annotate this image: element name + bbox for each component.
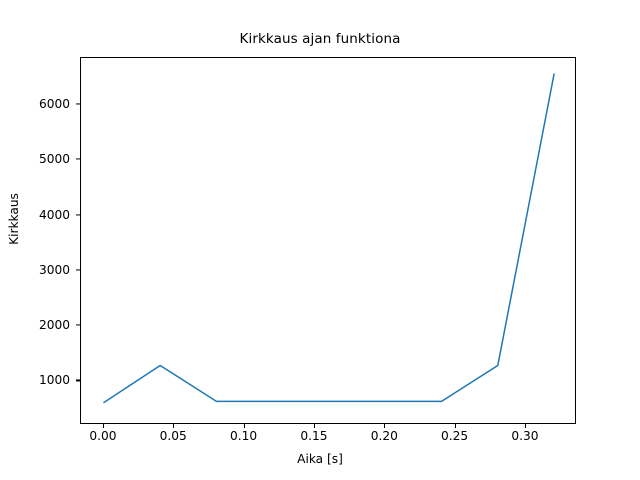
x-tick-mark (102, 424, 105, 428)
y-tick-label: 2000 (38, 318, 70, 333)
x-tick-mark (243, 424, 245, 428)
y-tick-label: 5000 (38, 152, 70, 167)
data-line-series (103, 73, 555, 404)
x-tick-mark (524, 424, 527, 428)
y-tick-mark (76, 324, 80, 326)
y-tick-mark (76, 214, 80, 216)
x-tick-mark (454, 424, 456, 428)
line-path-kirkkaus (103, 73, 555, 404)
x-axis-label: Aika [s] (297, 452, 343, 466)
x-tick-label: 0.30 (511, 429, 539, 443)
x-tick-label: 0.20 (370, 429, 398, 443)
y-tick-mark (76, 103, 80, 105)
x-tick-label: 0.10 (230, 429, 258, 443)
x-tick-label: 0.00 (89, 429, 117, 443)
x-tick-label: 0.25 (441, 429, 469, 443)
x-tick-mark (173, 424, 175, 428)
y-tick-label: 3000 (38, 262, 70, 277)
x-tick-label: 0.05 (159, 429, 187, 443)
x-tick-mark (313, 424, 316, 428)
plot-area (80, 57, 576, 424)
y-axis-label-container: Kirkkaus (0, 0, 28, 480)
y-tick-mark (76, 269, 80, 271)
y-tick-mark (76, 379, 80, 382)
x-tick-label: 0.15 (300, 429, 328, 443)
x-tick-mark (384, 424, 386, 428)
y-tick-label: 6000 (38, 97, 70, 111)
chart-title: Kirkkaus ajan funktiona (239, 31, 401, 47)
y-tick-mark (76, 158, 80, 160)
y-tick-label: 1000 (38, 373, 70, 388)
y-tick-label: 4000 (38, 207, 70, 222)
